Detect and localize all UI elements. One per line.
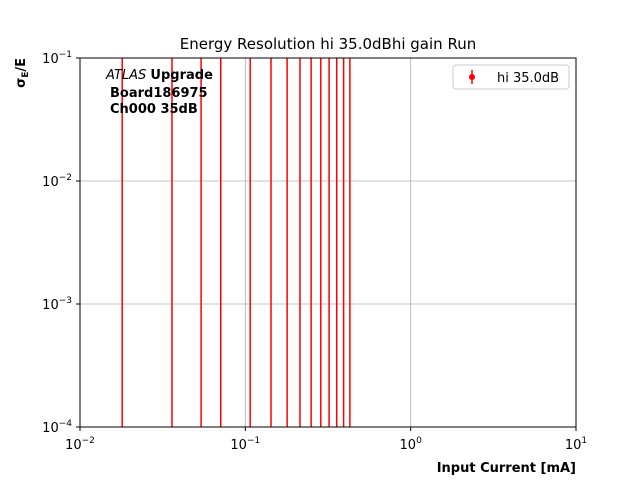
- annotation-line: Board186975: [110, 86, 208, 101]
- series-group: [121, 58, 351, 427]
- y-tick-label: 10−1: [42, 50, 72, 67]
- chart-title: Energy Resolution hi 35.0dBhi gain Run: [180, 35, 476, 53]
- x-tick-label: 10−1: [230, 436, 260, 453]
- legend-label: hi 35.0dB: [497, 71, 559, 86]
- y-axis-label: σE/E: [14, 58, 31, 88]
- tick-exponent: −1: [59, 50, 72, 60]
- x-tick-label: 100: [400, 436, 423, 453]
- tick-exponent: −2: [59, 173, 72, 183]
- tick-exponent: −4: [59, 419, 73, 429]
- annotation-status: Upgrade: [150, 68, 213, 83]
- legend: hi 35.0dB: [452, 64, 570, 90]
- tick-base: 10: [42, 175, 59, 190]
- y-tick-label: 10−2: [42, 173, 72, 190]
- annotation-line: Ch000 35dB: [110, 102, 198, 117]
- annotation: ATLAS Upgrade: [105, 68, 213, 83]
- annotation-experiment: ATLAS: [105, 68, 146, 83]
- tick-base: 10: [42, 52, 59, 67]
- legend-symbol: [469, 74, 475, 80]
- axes-frame: [79, 57, 577, 428]
- tick-exponent: −2: [82, 436, 95, 446]
- tick-exponent: −3: [59, 296, 72, 306]
- y-tick-label: 10−4: [42, 419, 72, 436]
- tick-base: 10: [65, 438, 82, 453]
- tick-exponent: 1: [581, 436, 587, 446]
- y-tick-label: 10−3: [42, 296, 72, 313]
- tick-base: 10: [400, 438, 417, 453]
- tick-base: 10: [42, 298, 59, 313]
- tick-exponent: −1: [247, 436, 260, 446]
- tick-base: 10: [565, 438, 582, 453]
- x-axis-label: Input Current [mA]: [437, 461, 576, 476]
- legend-box: [452, 64, 570, 90]
- y-label-subscript: E: [21, 72, 31, 78]
- y-label-symbol: σ: [14, 78, 29, 88]
- tick-base: 10: [230, 438, 247, 453]
- y-label-rest: /E: [14, 58, 29, 72]
- x-tick-label: 10−2: [65, 436, 95, 453]
- tick-exponent: 0: [416, 436, 422, 446]
- x-tick-label: 101: [565, 436, 587, 453]
- tick-base: 10: [42, 421, 59, 436]
